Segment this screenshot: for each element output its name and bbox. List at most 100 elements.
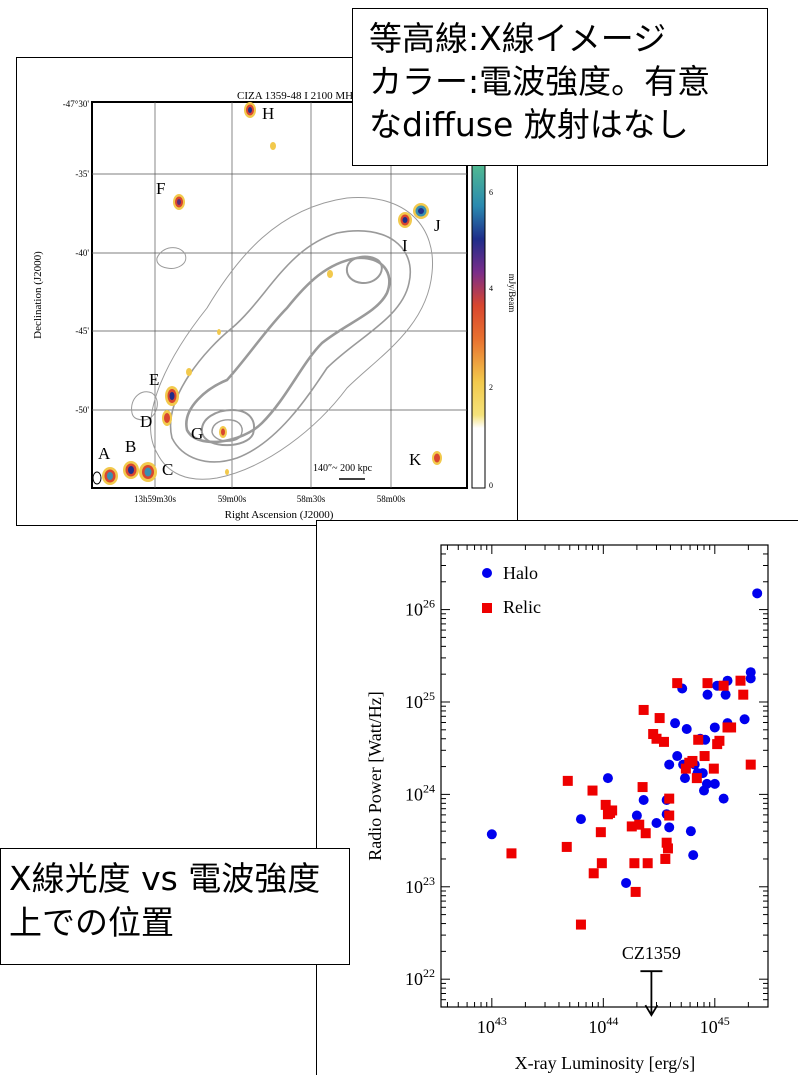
relic-point — [607, 805, 618, 816]
ra-tick: 58m30s — [297, 494, 326, 504]
colorbar-label: mJy/Beam — [507, 274, 517, 313]
dec-tick: -47°30' — [63, 99, 90, 109]
relic-point — [575, 919, 586, 930]
relic-point — [596, 858, 607, 869]
ra-tick: 13h59m30s — [134, 494, 177, 504]
relic-point — [699, 751, 710, 762]
source-b — [123, 461, 139, 479]
dec-tick: -40' — [75, 248, 89, 258]
source-label-j: J — [434, 216, 441, 235]
halo-point — [670, 718, 681, 729]
relic-point — [562, 775, 573, 786]
dec-tick: -35' — [75, 169, 89, 179]
source-label-b: B — [125, 437, 136, 456]
relic-series — [506, 675, 756, 930]
plot-frame — [440, 544, 769, 1008]
source-label-d: D — [140, 412, 152, 431]
y-tick-labels: 1022 1023 1024 1025 1026 — [405, 597, 435, 990]
halo-point — [672, 751, 683, 762]
relic-point — [626, 821, 637, 832]
halo-point — [701, 778, 712, 789]
halo-point — [621, 877, 632, 888]
relic-point — [642, 858, 653, 869]
relic-point — [714, 735, 725, 746]
legend-marker-relic — [482, 603, 492, 613]
relic-point — [718, 680, 729, 691]
upper-limit-arrow — [640, 970, 663, 1017]
halo-point — [688, 850, 699, 861]
halo-point — [709, 778, 720, 789]
source-label-a: A — [98, 444, 111, 463]
faint-source — [186, 368, 192, 376]
relic-point — [664, 810, 675, 821]
halo-point — [685, 826, 696, 837]
tick-label: 1022 — [405, 966, 435, 989]
beam-ellipse — [92, 471, 102, 485]
halo-point — [720, 689, 731, 700]
xray-contours — [131, 197, 434, 480]
scale-bar-label: 140″~ 200 kpc — [313, 463, 373, 474]
halo-point — [702, 689, 713, 700]
halo-point — [745, 673, 756, 684]
source-label-h: H — [262, 104, 274, 123]
relic-point — [587, 785, 598, 796]
halo-point — [486, 829, 497, 840]
legend-label-relic: Relic — [503, 597, 541, 617]
relic-point — [658, 736, 669, 747]
legend-marker-halo — [482, 568, 492, 578]
relic-point — [726, 722, 737, 733]
relic-point — [693, 734, 704, 745]
halo-point — [664, 759, 675, 770]
halo-point — [681, 724, 692, 735]
legend: Halo Relic — [482, 563, 541, 617]
legend-label-halo: Halo — [503, 563, 538, 583]
axis-ticks — [441, 544, 769, 1008]
tick-label: 1026 — [405, 597, 435, 620]
faint-source — [327, 270, 333, 278]
source-label-c: C — [162, 460, 173, 479]
map-x-label: Right Ascension (J2000) — [225, 509, 334, 521]
halo-point — [651, 818, 662, 829]
callout-line: カラー:電波強度。有意 — [369, 62, 711, 101]
relic-point — [664, 793, 675, 804]
relic-point — [661, 837, 672, 848]
ra-tick: 58m00s — [377, 494, 406, 504]
tick-label: 1043 — [477, 1014, 507, 1037]
source-g — [219, 426, 227, 438]
relic-point — [654, 713, 665, 724]
callout-line: なdiffuse 放射はなし — [369, 105, 689, 144]
dec-tick: -45' — [75, 326, 89, 336]
source-c — [139, 462, 157, 482]
faint-source — [270, 142, 276, 150]
relic-point — [735, 675, 746, 686]
colorbar-tick: 2 — [489, 383, 493, 392]
faint-source — [217, 329, 221, 335]
relic-point — [738, 689, 749, 700]
source-k — [432, 451, 442, 465]
callout-line: 等高線:X線イメージ — [369, 19, 667, 58]
halo-point — [679, 773, 690, 784]
relic-point — [640, 828, 651, 839]
halo-point — [631, 810, 642, 821]
radio-sources — [102, 102, 442, 485]
source-h — [244, 102, 256, 118]
relic-point — [651, 733, 662, 744]
relic-point — [687, 755, 698, 766]
callout-contour-description: 等高線:X線イメージ カラー:電波強度。有意 なdiffuse 放射はなし — [352, 8, 768, 166]
scatter-panel: 1022 1023 1024 1025 1026 1043 1044 1045 Halo R… — [316, 520, 798, 1075]
relic-point — [708, 763, 719, 774]
relic-point — [595, 827, 606, 838]
source-label-e: E — [149, 370, 159, 389]
relic-point — [637, 782, 648, 793]
x-axis-label: X-ray Luminosity [erg/s] — [515, 1053, 696, 1073]
relic-point — [702, 678, 713, 689]
radio-map-figure: CIZA 1359-48 I 2100 MHz r=0.5 — [32, 90, 517, 521]
source-i — [398, 212, 412, 228]
dec-tick: -50' — [75, 405, 89, 415]
tick-label: 1024 — [405, 781, 435, 804]
relic-point — [630, 886, 641, 897]
colorbar-tick: 6 — [489, 188, 493, 197]
x-tick-labels: 1043 1044 1045 — [477, 1014, 730, 1037]
relic-point — [672, 678, 683, 689]
colorbar-ticks: 0 2 4 6 — [489, 188, 493, 490]
